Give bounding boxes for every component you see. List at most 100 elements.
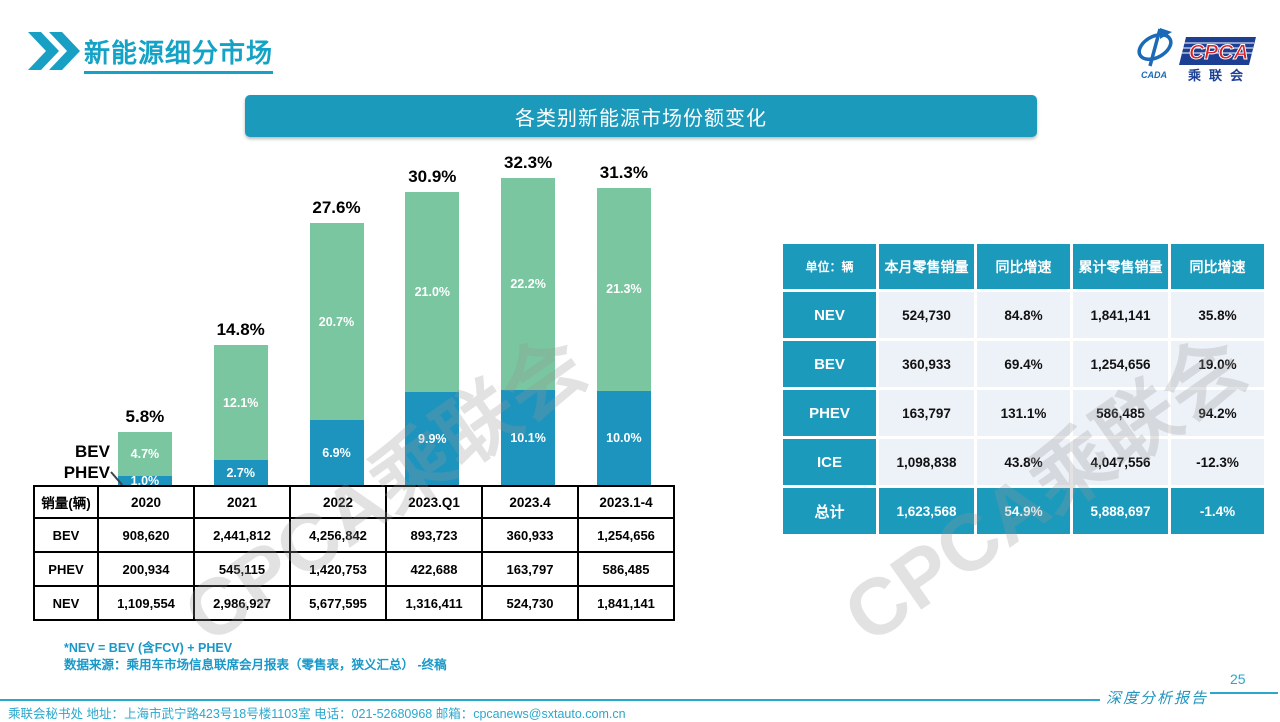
- legend-phev-label: PHEV: [63, 463, 110, 482]
- bar-2020-bev-segment: [117, 431, 172, 477]
- segment-value-label: 20.7%: [318, 314, 355, 329]
- sales-table-cell: 422,688: [385, 551, 483, 587]
- segment-value-label: 21.0%: [414, 284, 451, 299]
- summary-table-cell: 本月零售销量: [879, 244, 974, 289]
- summary-table-cell: NEV: [783, 292, 876, 338]
- summary-table-cell: 35.8%: [1171, 292, 1264, 338]
- footer-divider-right: [1210, 692, 1278, 694]
- summary-table-cell: ICE: [783, 439, 876, 485]
- sales-table-cell: 1,420,753: [289, 551, 387, 587]
- logo-cada-text: CADA: [1141, 70, 1167, 80]
- summary-table-cell: 1,098,838: [879, 439, 974, 485]
- sales-table-cell: 2020: [97, 485, 195, 519]
- sales-table-cell: 360,933: [481, 517, 579, 553]
- summary-table-cell: 5,888,697: [1073, 488, 1168, 534]
- logo-cn-text: 乘联会: [1187, 68, 1251, 83]
- monthly-summary-table: 单位：辆 本月零售销量 同比增速 累计零售销量 同比增速 NEV 524,730 84.8% 1…: [780, 241, 1267, 537]
- footnotes: *NEV = BEV (含FCV) + PHEV 数据来源：乘用车市场信息联席会…: [64, 640, 447, 674]
- summary-table-cell: 1,623,568: [879, 488, 974, 534]
- segment-value-label: 4.7%: [130, 447, 160, 462]
- chart-title: 各类别新能源市场份额变化: [515, 107, 767, 130]
- logo-cpca-text: CPCA: [1189, 41, 1249, 64]
- sales-table-cell: 4,256,842: [289, 517, 387, 553]
- footer-divider: [0, 699, 1100, 701]
- summary-table-cell: 19.0%: [1171, 341, 1264, 387]
- segment-value-label: 9.9%: [418, 431, 447, 446]
- sales-table-cell: 586,485: [577, 551, 675, 587]
- summary-table-cell: 1,841,141: [1073, 292, 1168, 338]
- footnote-data-source: 数据来源：乘用车市场信息联席会月报表（零售表，狭义汇总） -终稿: [64, 658, 447, 672]
- bar-2023.4-bev-segment: [501, 178, 556, 390]
- bar-2023.1-4-phev-segment: [596, 390, 651, 486]
- sales-table-cell: 1,316,411: [385, 585, 483, 621]
- sales-table-cell: 2,986,927: [193, 585, 291, 621]
- footnote-nev-definition: *NEV = BEV (含FCV) + PHEV: [64, 641, 233, 655]
- bar-2022-bev-segment: [309, 222, 364, 421]
- bar-2023.Q1-phev-segment: [405, 391, 460, 486]
- bar-2021-bev-segment: [213, 344, 268, 461]
- summary-table-cell: -12.3%: [1171, 439, 1264, 485]
- sales-table-cell: 2023.4: [481, 485, 579, 519]
- segment-value-label: 6.9%: [322, 446, 351, 461]
- segment-value-label: 10.1%: [510, 430, 546, 445]
- sales-table-cell: PHEV: [33, 551, 99, 587]
- sales-table-cell: 2022: [289, 485, 387, 519]
- bar-total-label: 5.8%: [125, 406, 165, 426]
- summary-table-cell: 586,485: [1073, 390, 1168, 436]
- bar-2021-phev-segment: [213, 460, 268, 486]
- summary-table-cell: 同比增速: [977, 244, 1070, 289]
- bar-total-label: 30.9%: [408, 166, 457, 186]
- bar-total-label: 32.3%: [503, 153, 553, 173]
- summary-table-cell: 总计: [783, 488, 876, 534]
- sales-table-cell: 1,109,554: [97, 585, 195, 621]
- summary-table-cell: 累计零售销量: [1073, 244, 1168, 289]
- summary-table-cell: 单位：辆: [783, 244, 876, 289]
- chart-title-banner: 各类别新能源市场份额变化: [245, 95, 1037, 137]
- summary-table-total-row: 总计 1,623,568 54.9% 5,888,697 -1.4%: [783, 488, 1264, 534]
- sales-table-cell: 5,677,595: [289, 585, 387, 621]
- sales-table-cell: 893,723: [385, 517, 483, 553]
- sales-table-cell: 524,730: [481, 585, 579, 621]
- sales-table-cell: 2023.Q1: [385, 485, 483, 519]
- summary-table-cell: 131.1%: [977, 390, 1070, 436]
- summary-table-cell: 524,730: [879, 292, 974, 338]
- sales-by-year-table: 销量(辆) 2020 2021 2022 2023.Q1 2023.4 2023.1-4 BE…: [33, 485, 675, 621]
- bar-2022-phev-segment: [309, 420, 364, 486]
- sales-table-cell: 545,115: [193, 551, 291, 587]
- summary-table-cell: 360,933: [879, 341, 974, 387]
- bar-2023.1-4-bev-segment: [596, 187, 651, 391]
- sales-table-cell: 1,254,656: [577, 517, 675, 553]
- summary-table-cell: -1.4%: [1171, 488, 1264, 534]
- sales-table-cell: 1,841,141: [577, 585, 675, 621]
- segment-value-label: 21.3%: [606, 282, 642, 297]
- summary-table-cell: 163,797: [879, 390, 974, 436]
- segment-value-label: 2.7%: [226, 466, 255, 481]
- sales-table-cell: 销量(辆): [33, 485, 99, 519]
- summary-table-cell: PHEV: [783, 390, 876, 436]
- sales-table-cell: 2023.1-4: [577, 485, 675, 519]
- segment-value-label: 22.2%: [510, 276, 546, 291]
- footer-contact: 乘联会秘书处 地址：上海市武宁路423号18号楼1103室 电话：021-526…: [8, 707, 626, 721]
- summary-table-cell: 54.9%: [977, 488, 1070, 534]
- sales-table-cell: 2,441,812: [193, 517, 291, 553]
- double-chevron-icon: [28, 32, 80, 70]
- segment-value-label: 10.0%: [606, 431, 642, 446]
- sales-table-cell: 908,620: [97, 517, 195, 553]
- sales-table-cell: 2021: [193, 485, 291, 519]
- summary-table-header-row: 单位：辆 本月零售销量 同比增速 累计零售销量 同比增速: [783, 244, 1264, 289]
- bar-2023.4-phev-segment: [501, 389, 556, 486]
- sales-table-cell: 163,797: [481, 551, 579, 587]
- sales-table-cell: NEV: [33, 585, 99, 621]
- summary-table-cell: 1,254,656: [1073, 341, 1168, 387]
- bar-2023.Q1-bev-segment: [405, 191, 460, 392]
- summary-table-row: ICE 1,098,838 43.8% 4,047,556 -12.3%: [783, 439, 1264, 485]
- bar-total-label: 31.3%: [599, 162, 648, 182]
- cpca-logo: CADA CPCA 乘联会: [1128, 26, 1258, 84]
- phev-leader-line: [110, 471, 123, 486]
- page-title: 新能源细分市场: [84, 33, 274, 74]
- page-number: 25: [1230, 671, 1246, 687]
- bar-total-label: 27.6%: [312, 197, 361, 217]
- summary-table-cell: 69.4%: [977, 341, 1070, 387]
- summary-table-row: BEV 360,933 69.4% 1,254,656 19.0%: [783, 341, 1264, 387]
